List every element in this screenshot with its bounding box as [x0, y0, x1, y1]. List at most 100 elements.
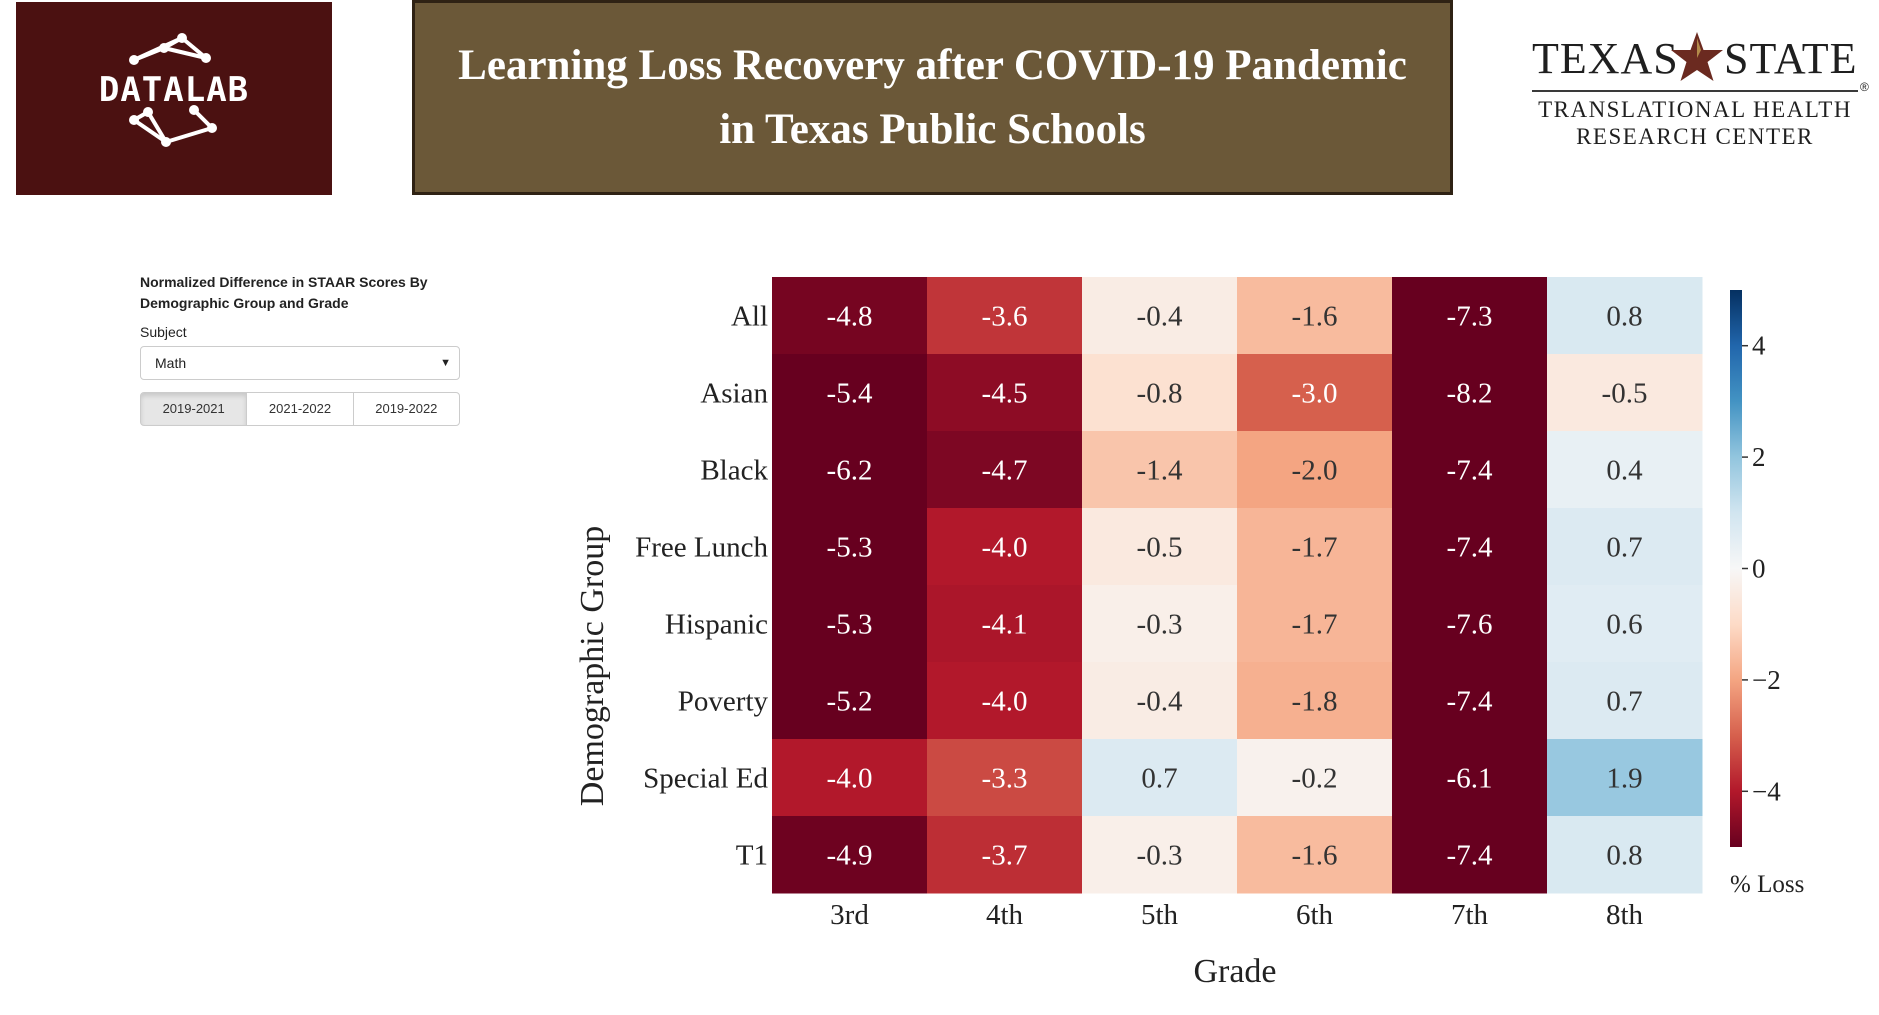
cell-value-label: -4.5: [982, 378, 1028, 410]
heatmap-cell: [772, 585, 928, 663]
y-tick-label: Black: [700, 455, 768, 487]
title-line-1: Learning Loss Recovery after COVID-19 Pa…: [458, 41, 1407, 89]
heatmap-cell: [1392, 816, 1548, 894]
cell-value-label: 0.6: [1606, 609, 1642, 641]
period-button-2019-2021[interactable]: 2019-2021: [140, 392, 248, 426]
cell-value-label: -7.4: [1447, 840, 1493, 872]
cell-value-label: 0.7: [1606, 686, 1642, 718]
y-tick-labels: All Asian Black Free Lunch Hispanic Poverty Sp…: [635, 301, 768, 872]
panel-heading-line-1: Normalized Difference in STAAR Scores By: [140, 274, 428, 290]
heatmap-cell: [927, 585, 1083, 663]
heatmap-cell: [772, 739, 928, 817]
heatmap-cell: [1392, 739, 1548, 817]
heatmap-cell: [1082, 585, 1238, 663]
x-tick-label: 6th: [1296, 899, 1334, 931]
period-button-2021-2022[interactable]: 2021-2022: [246, 392, 354, 426]
heatmap-cell: [1237, 816, 1393, 894]
heatmap-cell: [927, 431, 1083, 509]
cell-value-label: -5.3: [827, 609, 873, 641]
heatmap-cell: [1547, 816, 1703, 894]
heatmap-cell: [1547, 585, 1703, 663]
heatmap-cell: [1237, 739, 1393, 817]
cell-value-label: -0.3: [1137, 840, 1183, 872]
colorbar-tick-label: −4: [1752, 776, 1781, 806]
heatmap-cell: [927, 354, 1083, 432]
brand-word-texas: TEXAS: [1532, 34, 1679, 83]
heatmap-cell: [1237, 431, 1393, 509]
heatmap-cell: [1392, 585, 1548, 663]
texas-state-logo: TEXAS STATE ® TRANSLATIONAL HEALTH RESEA…: [1520, 28, 1879, 158]
colorbar-tick-label: 0: [1752, 554, 1766, 584]
cell-value-label: -4.9: [827, 840, 873, 872]
cell-value-label: -7.4: [1447, 455, 1493, 487]
cell-value-label: -5.2: [827, 686, 873, 718]
x-tick-label: 3rd: [830, 899, 869, 931]
heatmap-cell: [772, 662, 928, 740]
heatmap-cell: [1392, 431, 1548, 509]
cell-value-label: -1.6: [1292, 840, 1338, 872]
heatmap-cell: [1237, 585, 1393, 663]
colorbar-tick-label: 2: [1752, 442, 1766, 472]
heatmap-cell: [1082, 431, 1238, 509]
subject-select[interactable]: Math ▼: [140, 346, 460, 380]
cell-value-label: -5.3: [827, 532, 873, 564]
cell-value-label: -0.4: [1137, 301, 1183, 333]
panel-heading-line-2: Demographic Group and Grade: [140, 295, 349, 311]
cell-value-label: -7.4: [1447, 532, 1493, 564]
cell-value-label: -0.3: [1137, 609, 1183, 641]
heatmap-cell: [1082, 354, 1238, 432]
cell-value-label: -8.2: [1447, 378, 1493, 410]
period-button-2019-2022[interactable]: 2019-2022: [352, 392, 460, 426]
cell-value-label: 0.7: [1141, 763, 1177, 795]
page-title: Learning Loss Recovery after COVID-19 Pa…: [433, 34, 1433, 162]
cell-value-label: -1.7: [1292, 609, 1338, 641]
cell-value-label: -1.6: [1292, 301, 1338, 333]
y-axis-title: Demographic Group: [574, 526, 611, 806]
heatmap-cell: [927, 508, 1083, 586]
y-tick-label: Special Ed: [643, 763, 768, 795]
y-tick-label: Hispanic: [665, 609, 768, 641]
cell-value-label: -4.0: [827, 763, 873, 795]
colorbar-ticks: 4 2 0 −2 −4: [1742, 331, 1781, 806]
panel-heading: Normalized Difference in STAAR Scores By…: [140, 272, 460, 314]
heatmap-cell: [1237, 277, 1393, 355]
y-tick-label: Poverty: [678, 686, 769, 718]
brand-word-state: STATE: [1724, 34, 1858, 83]
cell-value-label: -3.6: [982, 301, 1028, 333]
cell-value-label: -3.3: [982, 763, 1028, 795]
cell-value-label: 0.7: [1606, 532, 1642, 564]
heatmap-cell: [772, 816, 928, 894]
heatmap-cell: [1547, 354, 1703, 432]
heatmap-cell: [1082, 508, 1238, 586]
cell-value-label: 0.8: [1606, 840, 1642, 872]
cell-value-label: -4.7: [982, 455, 1028, 487]
cell-value-label: -0.5: [1602, 378, 1648, 410]
star-icon: [1671, 32, 1723, 81]
cell-value-label: -2.0: [1292, 455, 1338, 487]
x-tick-label: 7th: [1451, 899, 1489, 931]
heatmap-cell: [1237, 508, 1393, 586]
heatmap-cell: [1547, 662, 1703, 740]
brand-subtitle: TRANSLATIONAL HEALTH RESEARCH CENTER: [1532, 96, 1858, 150]
y-tick-label: Asian: [700, 378, 768, 410]
heatmap-cell: [1392, 277, 1548, 355]
y-tick-label: T1: [736, 840, 768, 872]
title-line-2: in Texas Public Schools: [719, 105, 1146, 153]
cell-value-label: -4.8: [827, 301, 873, 333]
heatmap-cell: [1392, 662, 1548, 740]
heatmap-cell: [927, 816, 1083, 894]
controls-panel: Normalized Difference in STAAR Scores By…: [140, 272, 460, 426]
x-axis-title: Grade: [1193, 953, 1276, 990]
cell-value-label: -0.8: [1137, 378, 1183, 410]
heatmap-cell: [1392, 508, 1548, 586]
period-button-group: 2019-2021 2021-2022 2019-2022: [140, 392, 460, 426]
cell-value-label: -4.0: [982, 532, 1028, 564]
cell-value-label: -1.8: [1292, 686, 1338, 718]
x-tick-label: 5th: [1141, 899, 1179, 931]
title-banner: Learning Loss Recovery after COVID-19 Pa…: [412, 0, 1453, 195]
colorbar: [1730, 290, 1742, 847]
cell-value-label: -6.1: [1447, 763, 1493, 795]
datalab-logo: DATALAB: [16, 2, 332, 195]
cell-value-label: -7.4: [1447, 686, 1493, 718]
heatmap-cell: [927, 662, 1083, 740]
